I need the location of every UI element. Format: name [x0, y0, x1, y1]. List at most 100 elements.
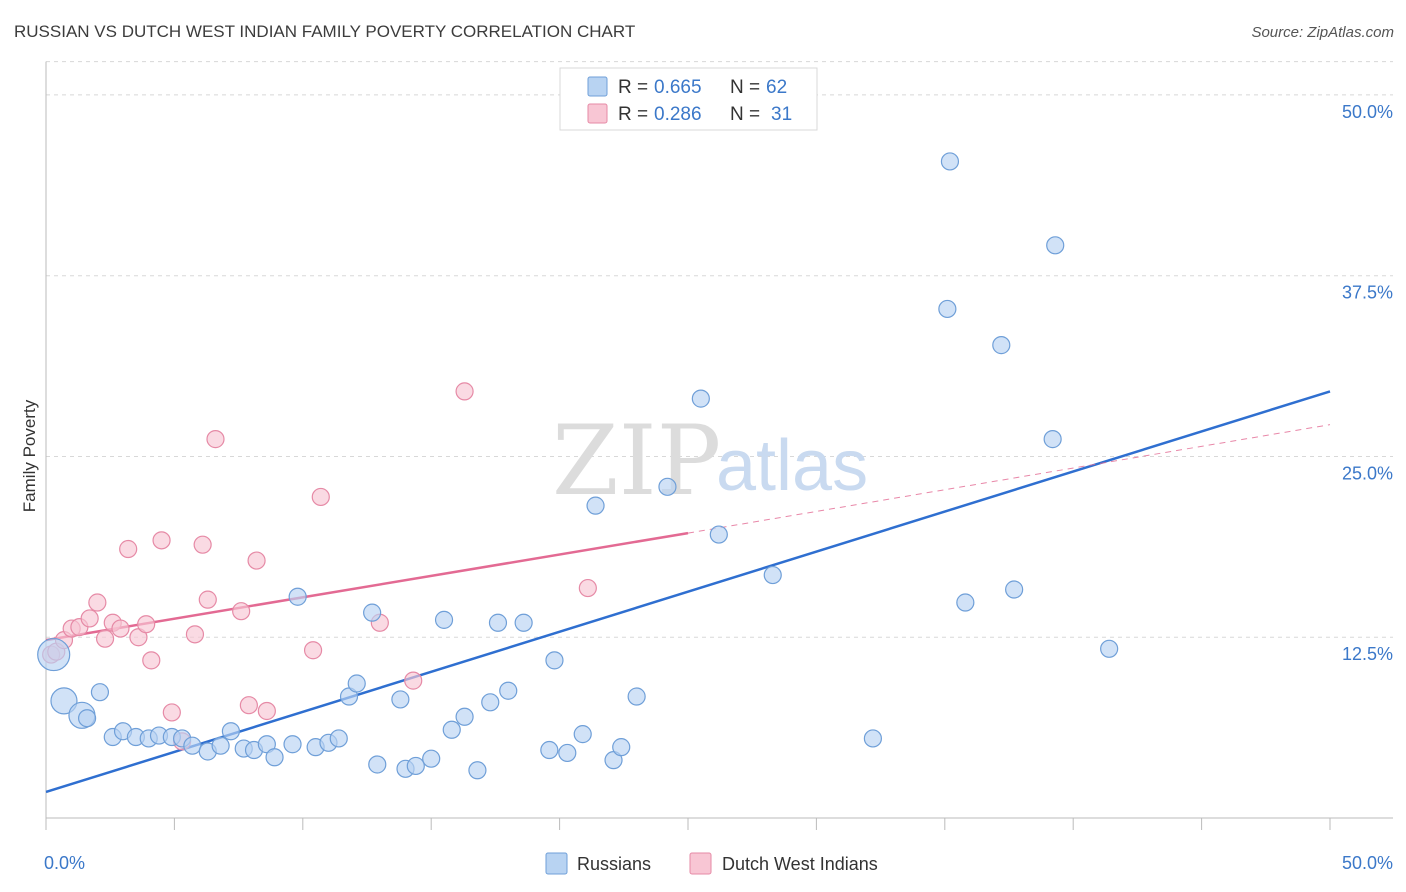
stats-legend: R = 0.665 N = 62 R = 0.286 N = 31	[559, 67, 818, 131]
bottom-legend-swatch-russians	[545, 852, 568, 875]
russians-point	[90, 683, 110, 702]
russians-point	[363, 603, 382, 622]
russians-point	[488, 613, 508, 632]
russians-point	[265, 748, 284, 767]
x-tick-label: 0.0%	[44, 853, 85, 873]
russians-point	[481, 693, 500, 712]
dutch-west-indians-point	[311, 487, 330, 507]
watermark-zip: ZIP	[552, 405, 721, 517]
bottom-legend-label-russians: Russians	[577, 854, 651, 874]
russians-point	[283, 735, 302, 754]
russians-point	[709, 525, 728, 544]
russians-points	[37, 152, 1119, 780]
dutch-west-indians-point	[152, 531, 171, 550]
russians-point	[468, 761, 487, 780]
series-legend: Russians Dutch West Indians	[545, 852, 878, 875]
dutch-west-indians-point	[303, 641, 323, 660]
y-tick-label: 50.0%	[1342, 102, 1393, 122]
dutch-west-indians-point	[119, 539, 138, 559]
russians-point	[540, 740, 559, 760]
russians-point	[50, 687, 78, 715]
dutch-west-indians-point	[95, 629, 115, 648]
russians-point	[406, 756, 425, 776]
legend-n-value-russians: 62	[766, 77, 787, 98]
legend-n-value-dutch: 31	[771, 104, 792, 125]
russians-point	[499, 681, 518, 700]
russians-point	[1100, 639, 1119, 658]
grid-layer	[46, 61, 1393, 638]
legend-swatch-dutch	[587, 103, 608, 124]
russians-point	[391, 690, 410, 709]
dutch-west-indians-point	[137, 615, 156, 634]
russians-point	[940, 152, 960, 171]
russians-point	[514, 613, 533, 632]
bottom-legend-swatch-dutch	[689, 852, 712, 875]
legend-n-label: N =	[730, 104, 760, 125]
dutch-west-indians-point	[88, 593, 107, 612]
russians-point	[586, 496, 605, 515]
watermark-atlas: atlas	[716, 426, 868, 506]
source-note: Source: ZipAtlas.com	[1251, 24, 1394, 41]
russians-point	[691, 389, 710, 408]
russians-point	[183, 736, 202, 755]
dutch-west-indians-point	[404, 671, 423, 690]
russians-point	[1005, 580, 1024, 599]
russians-point	[455, 707, 474, 726]
y-axis-label: Family Poverty	[20, 399, 39, 512]
russians-point	[658, 477, 677, 496]
dutch-west-indians-point	[206, 430, 225, 449]
dutch-west-indians-point	[455, 382, 474, 401]
dutch-west-indians-point	[185, 625, 205, 644]
russians-point	[329, 729, 348, 748]
russians-point	[627, 687, 646, 706]
russians-point	[288, 587, 307, 606]
dutch-west-indians-point	[162, 703, 181, 722]
russians-point	[938, 299, 957, 319]
dutch-west-indians-point	[257, 701, 276, 721]
russians-point	[211, 736, 230, 755]
russians-point	[422, 749, 441, 768]
dutch-west-indians-point	[193, 535, 212, 554]
dutch-west-indians-point	[578, 578, 597, 598]
dutch-west-indians-point	[111, 619, 130, 638]
dutch-west-indians-point	[232, 602, 251, 621]
russians-point	[956, 593, 975, 612]
russians-point	[347, 674, 366, 693]
legend-r-label: R =	[618, 104, 648, 125]
russians-point	[558, 743, 577, 763]
russians-trend-line	[45, 390, 1331, 794]
x-tick-label: 50.0%	[1342, 853, 1393, 873]
watermark: ZIP atlas	[552, 405, 868, 517]
russians-point	[77, 709, 97, 728]
dutch-trend-extension	[687, 424, 1331, 534]
russians-point	[221, 722, 240, 741]
russians-point	[992, 336, 1011, 355]
dutch-west-indians-point	[142, 651, 161, 670]
y-tick-label: 25.0%	[1342, 463, 1393, 483]
tick-labels: 12.5% 25.0% 37.5% 50.0% 0.0% 50.0%	[44, 102, 1393, 873]
russians-point	[545, 651, 564, 670]
dutch-west-indians-point	[198, 590, 217, 609]
russians-point	[434, 610, 454, 629]
russians-point	[863, 729, 882, 748]
russians-point	[1043, 430, 1062, 449]
axes-layer	[45, 61, 1393, 830]
chart-title: RUSSIAN VS DUTCH WEST INDIAN FAMILY POVE…	[14, 22, 636, 41]
legend-swatch-russians	[587, 76, 608, 97]
legend-r-value-dutch: 0.286	[654, 104, 702, 125]
y-tick-label: 37.5%	[1342, 283, 1393, 303]
bottom-legend-label-dutch: Dutch West Indians	[722, 854, 878, 874]
dutch-west-indians-point	[247, 551, 266, 570]
dutch-west-indians-points	[42, 382, 597, 751]
legend-r-value-russians: 0.665	[654, 77, 702, 98]
russians-point	[612, 738, 631, 757]
russians-point	[1046, 236, 1065, 255]
legend-r-label: R =	[618, 77, 648, 98]
russians-point	[763, 565, 782, 585]
dutch-west-indians-point	[80, 609, 99, 628]
dutch-west-indians-point	[239, 696, 258, 715]
russians-point	[442, 720, 461, 739]
russians-point	[37, 637, 71, 672]
russians-point	[573, 725, 592, 744]
